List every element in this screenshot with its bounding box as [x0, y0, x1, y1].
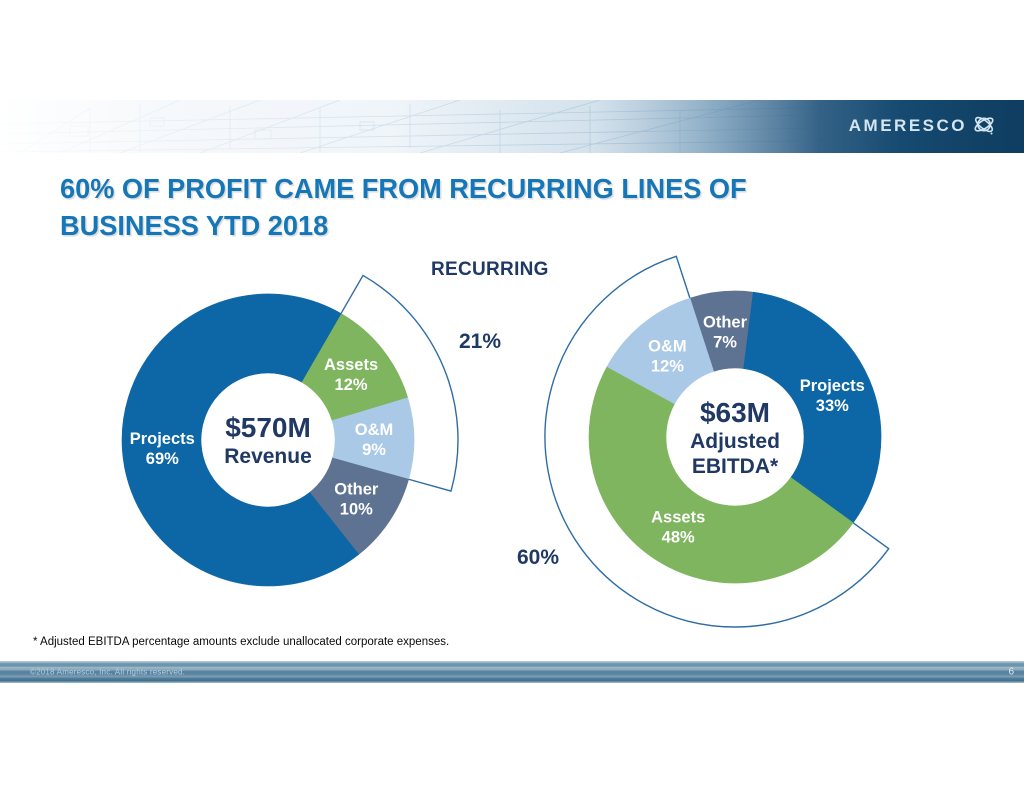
page-title-line2: BUSINESS YTD 2018	[60, 210, 329, 241]
globe-orbits-icon	[974, 116, 994, 135]
header-band: AMERESCO	[0, 100, 1024, 153]
page-number: 6	[1008, 666, 1014, 678]
logo-text: AMERESCO	[848, 115, 967, 135]
slice-label: O&M 9%	[355, 421, 394, 459]
copyright-text: ©2018 Ameresco, Inc. All rights reserved…	[30, 667, 186, 677]
footnote: * Adjusted EBITDA percentage amounts exc…	[33, 636, 450, 648]
right-donut-center-label: $63M Adjusted EBITDA*	[666, 372, 804, 504]
donut-center-line: Adjusted	[690, 430, 780, 453]
footer-bar: ©2018 Ameresco, Inc. All rights reserved…	[0, 661, 1024, 683]
donut-center-line: $63M	[699, 397, 771, 428]
donut-center-line: EBITDA*	[691, 455, 779, 478]
slice-projects-33pct	[743, 291, 882, 524]
slice-label: Other 7%	[703, 313, 748, 351]
right-highlight-percent: 60%	[517, 546, 560, 569]
slice-projects-69pct	[121, 293, 360, 587]
slice-label: Assets 48%	[651, 508, 705, 546]
slice-om-12pct	[606, 297, 715, 405]
blueprint-art	[0, 100, 1024, 153]
slice-label: Assets 12%	[324, 356, 378, 394]
slice-label: Projects 33%	[800, 377, 865, 415]
donut-center-line: $570M	[225, 411, 311, 443]
highlight-arc-60%	[544, 255, 890, 628]
page-title-line1: 60% OF PROFIT CAME FROM RECURRING LINES …	[60, 173, 747, 204]
slice-assets-48pct	[588, 366, 854, 584]
page-title: 60% OF PROFIT CAME FROM RECURRING LINES …	[60, 170, 894, 244]
ameresco-logo: AMERESCO	[849, 113, 996, 137]
donut-center-line: Revenue	[224, 444, 312, 468]
left-highlight-percent: 21%	[459, 330, 502, 353]
slice-label: O&M 12%	[648, 337, 687, 375]
recurring-label: RECURRING	[431, 259, 549, 280]
left-donut-center-label: $570M Revenue	[201, 375, 335, 505]
slice-label: Projects 69%	[130, 430, 195, 468]
slice-label: Other 10%	[334, 481, 379, 519]
highlight-arc-21%	[340, 274, 459, 492]
